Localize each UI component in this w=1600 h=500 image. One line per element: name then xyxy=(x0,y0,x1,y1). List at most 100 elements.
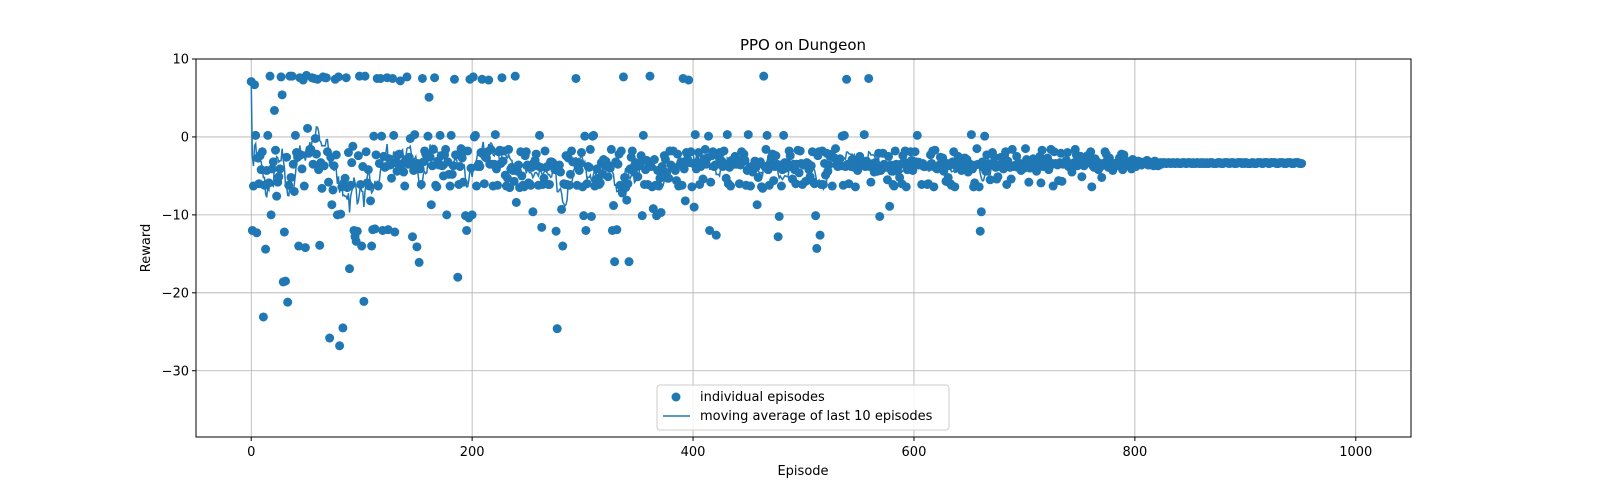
episode-point xyxy=(399,167,409,177)
episode-point xyxy=(470,130,480,140)
episode-point xyxy=(310,134,320,143)
episode-point xyxy=(824,160,834,170)
episode-point xyxy=(1297,158,1307,168)
episode-point xyxy=(327,200,337,210)
episode-point xyxy=(1006,174,1016,184)
episode-point xyxy=(850,182,860,192)
episode-point xyxy=(544,179,554,189)
episode-point xyxy=(794,168,804,178)
episode-point xyxy=(759,71,769,81)
episode-point xyxy=(447,169,457,179)
episode-point xyxy=(706,177,716,187)
episode-point xyxy=(453,272,463,282)
episode-point xyxy=(286,172,296,182)
episode-point xyxy=(1048,181,1058,191)
episode-point xyxy=(618,72,628,82)
episode-point xyxy=(331,150,341,160)
episode-point xyxy=(875,211,885,221)
episode-point xyxy=(343,148,353,158)
episode-point xyxy=(475,162,485,172)
episode-point xyxy=(623,179,633,189)
episode-point xyxy=(333,72,343,82)
episode-point xyxy=(377,131,387,141)
x-tick-label: 200 xyxy=(460,445,485,460)
episode-point xyxy=(415,164,425,174)
episode-point xyxy=(283,297,293,307)
episode-point xyxy=(263,130,273,140)
legend-marker-episodes xyxy=(671,392,681,402)
episode-point xyxy=(606,144,616,154)
episode-point xyxy=(402,72,412,82)
episode-point xyxy=(684,75,694,85)
episode-point xyxy=(345,264,355,274)
episode-point xyxy=(336,209,346,219)
episode-point xyxy=(426,200,436,210)
episode-point xyxy=(463,146,473,156)
episode-point xyxy=(269,105,279,115)
episode-point xyxy=(656,208,666,218)
episode-point xyxy=(276,72,286,82)
legend-label-episodes: individual episodes xyxy=(700,390,825,405)
episode-point xyxy=(363,165,373,175)
legend: individual episodes moving average of la… xyxy=(656,384,950,431)
episode-point xyxy=(539,173,549,183)
episode-point xyxy=(373,181,383,191)
episode-point xyxy=(319,161,329,171)
episode-point xyxy=(455,162,465,172)
episode-point xyxy=(458,177,468,187)
episode-point xyxy=(649,155,659,165)
episode-point xyxy=(340,173,350,183)
episode-point xyxy=(571,73,581,83)
episode-point xyxy=(574,165,584,175)
episode-point xyxy=(985,175,995,185)
episode-point xyxy=(537,222,547,232)
episode-point xyxy=(595,178,605,188)
episode-point xyxy=(740,155,750,165)
episode-point xyxy=(264,178,274,188)
episode-point xyxy=(486,144,496,154)
episode-point xyxy=(297,164,307,174)
episode-point xyxy=(930,145,940,155)
episode-point xyxy=(579,211,589,221)
episode-point xyxy=(705,225,715,235)
episode-point xyxy=(687,182,697,192)
episode-point xyxy=(521,147,531,157)
episode-point xyxy=(616,146,626,156)
episode-point xyxy=(359,296,369,306)
episode-point xyxy=(806,161,816,171)
episode-point xyxy=(1036,178,1046,188)
episode-point xyxy=(371,150,381,160)
episode-point xyxy=(1057,176,1067,186)
episode-point xyxy=(271,145,281,155)
episode-point xyxy=(810,179,820,189)
episode-point xyxy=(664,173,674,183)
episode-point xyxy=(267,164,277,174)
episode-point xyxy=(575,158,585,168)
episode-point xyxy=(1024,177,1034,187)
episode-point xyxy=(540,146,550,156)
episode-point xyxy=(279,227,289,237)
episode-point xyxy=(361,147,371,157)
episode-point xyxy=(552,324,562,334)
episode-point xyxy=(477,74,487,84)
episode-point xyxy=(690,130,700,140)
episode-point xyxy=(449,74,459,84)
episode-point xyxy=(791,179,801,189)
episode-point xyxy=(627,146,637,156)
episode-point xyxy=(484,75,494,85)
episode-point xyxy=(711,230,721,240)
episode-point xyxy=(252,228,262,238)
episode-point xyxy=(407,232,417,242)
episode-point xyxy=(296,150,306,160)
episode-point xyxy=(389,130,399,140)
episode-point xyxy=(366,196,376,206)
episode-point xyxy=(490,130,500,140)
episode-point xyxy=(505,183,515,193)
episode-point xyxy=(779,130,789,140)
y-tick-label: −20 xyxy=(162,286,189,301)
episode-point xyxy=(388,73,398,83)
episode-point xyxy=(472,181,482,191)
x-tick-label: 1000 xyxy=(1339,445,1372,460)
episode-point xyxy=(531,149,541,159)
episode-point xyxy=(622,195,632,205)
